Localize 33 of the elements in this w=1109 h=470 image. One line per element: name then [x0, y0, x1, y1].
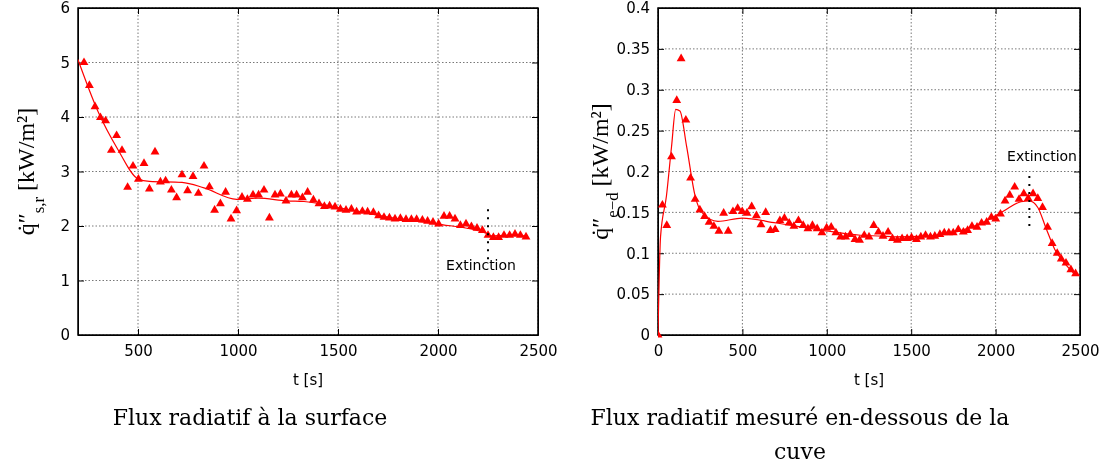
x-tick-label: 2500: [1061, 341, 1100, 360]
y-tick-label: 0.35: [616, 40, 650, 59]
y-tick-label: 0.1: [626, 244, 650, 263]
y-tick-label: 0: [60, 326, 70, 345]
x-tick-label: 2000: [419, 341, 458, 360]
y-tick-label: 4: [60, 108, 70, 127]
y-tick-label: 2: [60, 217, 70, 236]
x-tick-label: 1000: [808, 341, 847, 360]
x-tick-label: 0: [653, 341, 664, 360]
annotation: Extinction: [446, 257, 516, 274]
x-tick-label: 1000: [219, 341, 258, 360]
annotation: Extinction: [1007, 147, 1077, 164]
x-tick-label: 500: [124, 341, 153, 360]
y-tick-label: 0: [640, 326, 650, 345]
y-tick-label: 3: [60, 162, 70, 181]
y-tick-label: 6: [60, 0, 70, 18]
text: Flux radiatif mesuré en-dessous de la cuve: [590, 405, 1010, 464]
y-tick-label: 1: [60, 271, 70, 290]
y-tick-label: 5: [60, 53, 70, 72]
x-axis-title: t [s]: [853, 371, 885, 389]
y-tick-label: 0.3: [626, 81, 650, 100]
x-tick-label: 2500: [519, 341, 558, 360]
x-axis-title: t [s]: [292, 371, 324, 389]
x-tick-label: 1500: [319, 341, 358, 360]
x-tick-label: 500: [728, 341, 758, 360]
y-tick-label: 0.2: [626, 162, 650, 181]
text: Flux radiatif à la surface: [112, 405, 388, 430]
y-tick-label: 0.05: [616, 285, 650, 304]
x-tick-label: 2000: [977, 341, 1016, 360]
y-tick-label: 0.25: [616, 121, 650, 140]
x-tick-label: 1500: [892, 341, 931, 360]
y-tick-label: 0.4: [626, 0, 650, 18]
y-tick-label: 0.15: [616, 203, 650, 222]
